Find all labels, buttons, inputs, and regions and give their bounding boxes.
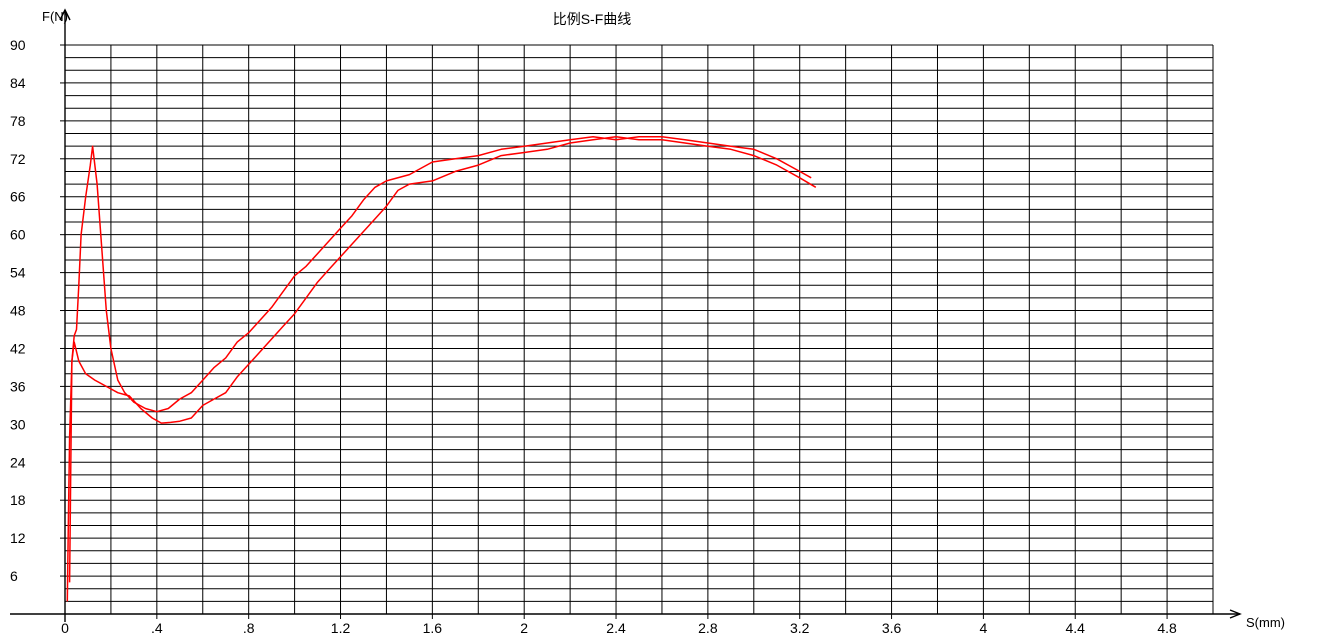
x-tick-label: 2.8	[698, 620, 718, 636]
y-tick-label: 66	[10, 189, 26, 205]
y-tick-label: 84	[10, 75, 26, 91]
y-tick-label: 90	[10, 37, 26, 53]
x-tick-label: 4.8	[1157, 620, 1177, 636]
x-tick-label: 4	[980, 620, 988, 636]
x-tick-label: 4.4	[1066, 620, 1086, 636]
x-tick-label: 1.6	[423, 620, 443, 636]
x-tick-label: 3.6	[882, 620, 902, 636]
y-tick-label: 18	[10, 492, 26, 508]
series-line-2	[68, 135, 817, 583]
x-tick-label: 0	[61, 620, 69, 636]
y-tick-label: 54	[10, 265, 26, 281]
tick-labels: 0 .4 .8 1.2 1.6 2 2.4 2.8 3.2 3.6 4 4.4 4.8 6 12 18 24 30…	[10, 37, 1177, 636]
y-tick-label: 30	[10, 416, 26, 432]
chart-title: 比例S-F曲线	[553, 11, 632, 27]
y-tick-label: 6	[10, 568, 18, 584]
y-tick-label: 60	[10, 227, 26, 243]
x-tick-label: 1.2	[331, 620, 351, 636]
x-tick-label: 3.2	[790, 620, 810, 636]
series-group	[66, 135, 817, 602]
y-tick-label: 78	[10, 113, 26, 129]
x-tick-label: .4	[151, 620, 163, 636]
y-tick-label: 48	[10, 303, 26, 319]
series-line-1	[66, 135, 812, 602]
x-axis-arrow-icon	[1229, 609, 1242, 619]
y-tick-label: 42	[10, 340, 26, 356]
grid	[65, 44, 1214, 614]
y-tick-label: 24	[10, 454, 26, 470]
y-axis-arrow-icon	[59, 8, 71, 21]
axes	[10, 8, 1242, 622]
y-tick-label: 72	[10, 151, 26, 167]
x-tick-label: 2	[520, 620, 528, 636]
y-tick-label: 12	[10, 530, 26, 546]
y-tick-label: 36	[10, 378, 26, 394]
x-axis-label: S(mm)	[1246, 615, 1285, 630]
x-tick-label: 2.4	[606, 620, 626, 636]
y-axis-label: F(N)	[42, 9, 68, 24]
x-tick-label: .8	[243, 620, 255, 636]
